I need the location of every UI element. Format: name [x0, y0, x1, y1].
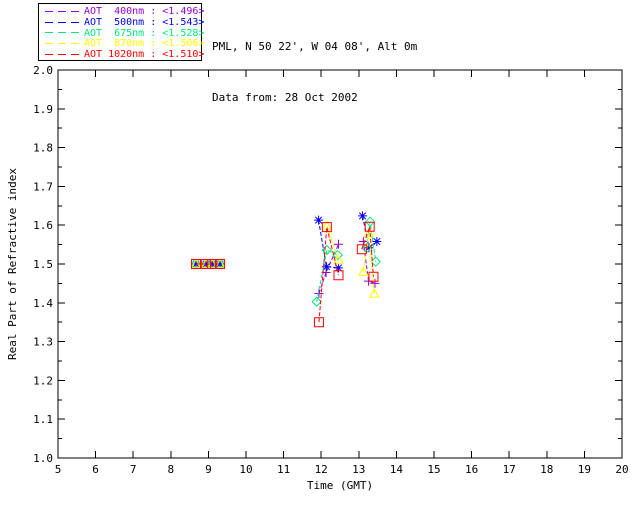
- x-tick-label: 15: [427, 463, 440, 476]
- y-tick-label: 1.3: [33, 336, 53, 349]
- series-line: [318, 227, 339, 323]
- series-aot-500nm: [191, 211, 382, 273]
- x-tick-label: 10: [239, 463, 252, 476]
- data-point-diamond-marker: [311, 296, 322, 307]
- legend-row: AOT 675nm : <1.528>: [39, 27, 205, 39]
- y-tick-label: 1.9: [33, 103, 53, 116]
- x-tick-label: 16: [465, 463, 478, 476]
- legend-entry-label: AOT 870nm : <1.506>: [84, 38, 205, 50]
- x-tick-label: 17: [503, 463, 516, 476]
- station-title: PML, N 50 22', W 04 08', Alt 0m: [212, 40, 418, 53]
- x-tick-label: 7: [130, 463, 137, 476]
- y-tick-label: 1.1: [33, 413, 53, 426]
- x-tick-label: 20: [615, 463, 628, 476]
- legend-entry-label: AOT 500nm : <1.543>: [84, 16, 205, 28]
- x-tick-label: 9: [205, 463, 212, 476]
- legend-row: AOT 500nm : <1.543>: [39, 16, 205, 28]
- x-tick-label: 13: [352, 463, 365, 476]
- date-subtitle: Data from: 28 Oct 2002: [212, 91, 358, 104]
- data-point-asterisk-marker: [201, 259, 211, 269]
- data-point-square-marker: [368, 271, 379, 282]
- legend-line-swatch-icon: [45, 54, 79, 56]
- legend-line-swatch-icon: [45, 43, 79, 45]
- legend-entry-label: AOT 675nm : <1.528>: [84, 27, 205, 39]
- legend-entry-label: AOT 400nm : <1.496>: [84, 5, 205, 17]
- axes: [57, 69, 623, 459]
- y-tick-label: 1.4: [33, 297, 53, 310]
- data-point-diamond-marker: [332, 249, 343, 261]
- data-point-asterisk-marker: [314, 215, 324, 225]
- y-axis-title: Real Part of Refractive index: [6, 168, 19, 360]
- series-line: [316, 249, 338, 302]
- x-tick-label: 14: [390, 463, 404, 476]
- data-point-square-marker: [364, 221, 375, 232]
- data-point-square-marker: [215, 259, 226, 269]
- data-point-asterisk-marker: [372, 236, 382, 246]
- data-point-square-marker: [356, 244, 367, 255]
- data-point-square-marker: [333, 270, 344, 281]
- data-point-triangle-marker: [357, 266, 369, 276]
- y-tick-label: 1.5: [33, 258, 53, 271]
- x-tick-label: 5: [55, 463, 62, 476]
- data-point-asterisk-marker: [333, 263, 343, 273]
- legend-line-swatch-icon: [45, 32, 79, 34]
- series-line: [361, 226, 374, 277]
- data-point-asterisk-marker: [364, 243, 374, 253]
- data-point-triangle-marker: [333, 254, 344, 265]
- data-point-plus-marker: [370, 278, 380, 288]
- legend-box: AOT 400nm : <1.496> AOT 500nm : <1.543> AO…: [38, 3, 205, 61]
- data-point-asterisk-marker: [321, 262, 331, 272]
- legend-entry-label: AOT 1020nm : <1.510>: [84, 49, 205, 61]
- data-point-square-marker: [190, 259, 201, 269]
- legend-row: AOT 400nm : <1.496>: [39, 5, 205, 17]
- series-line: [362, 232, 375, 294]
- x-tick-label: 18: [540, 463, 553, 476]
- x-tick-label: 12: [315, 463, 328, 476]
- y-tick-label: 1.7: [33, 180, 53, 193]
- title-block: PML, N 50 22', W 04 08', Alt 0m Data fro…: [212, 4, 417, 140]
- legend-row: AOT 1020nm : <1.510>: [39, 49, 205, 61]
- y-tick-label: 2.0: [33, 64, 53, 77]
- data-point-triangle-marker: [363, 227, 375, 238]
- y-tick-label: 1.6: [33, 219, 53, 232]
- x-tick-label: 19: [578, 463, 591, 476]
- tick-labels: 5 6 7 8 9 10 11 12 13 14 15 16 17 18 19 20 1.0 1.1 1.2 1.3 1…: [33, 64, 629, 476]
- x-axis-title: Time (GMT): [307, 479, 373, 492]
- data-point-asterisk-marker: [358, 211, 368, 221]
- x-tick-label: 11: [277, 463, 290, 476]
- y-tick-label: 1.8: [33, 142, 53, 155]
- data-point-diamond-marker: [364, 216, 376, 227]
- legend-row: AOT 870nm : <1.506>: [39, 38, 205, 50]
- data-point-plus-marker: [314, 288, 324, 298]
- y-tick-label: 1.2: [33, 374, 53, 387]
- data-point-triangle-marker: [368, 287, 380, 298]
- data-point-diamond-marker: [370, 256, 381, 267]
- x-tick-label: 8: [167, 463, 174, 476]
- legend-line-swatch-icon: [45, 21, 79, 23]
- data-point-asterisk-marker: [207, 259, 217, 269]
- series-aot-1020nm: [190, 221, 379, 328]
- data-point-square-marker: [321, 222, 332, 233]
- legend-line-swatch-icon: [45, 10, 79, 12]
- y-tick-label: 1.0: [33, 452, 53, 465]
- data-point-diamond-marker: [321, 244, 333, 256]
- data-point-square-marker: [313, 317, 324, 328]
- data-point-plus-marker: [333, 239, 343, 249]
- x-tick-label: 6: [92, 463, 99, 476]
